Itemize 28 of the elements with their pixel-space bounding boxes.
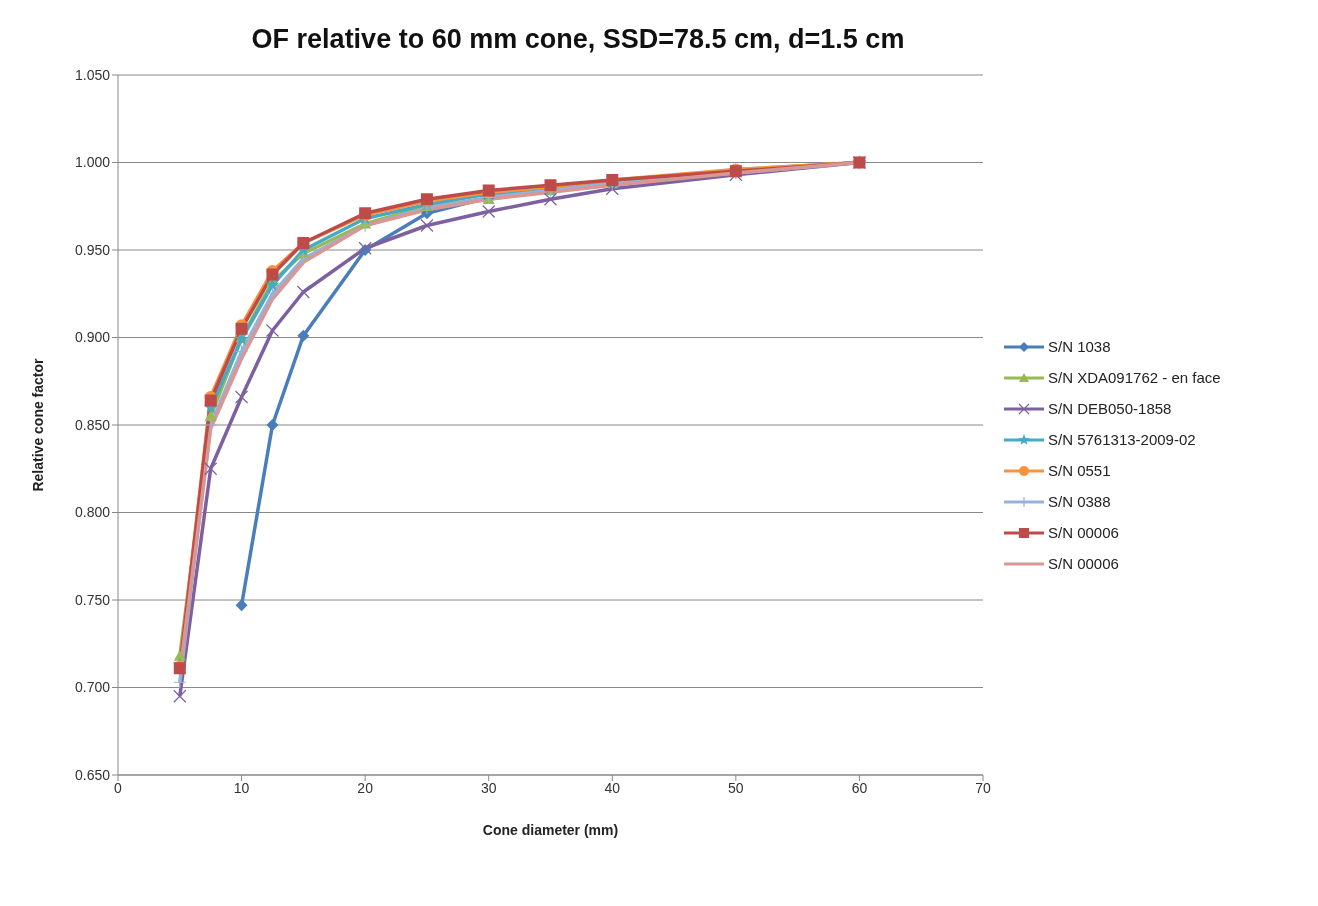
y-tick-label: 0.850 [74,416,111,433]
legend-label: S/N DEB050-1858 [1048,400,1172,417]
y-tick-label: 0.950 [74,241,111,258]
legend-label: S/N 00006 [1048,524,1119,541]
y-tick-label: 1.000 [74,154,111,171]
x-tick-label: 10 [233,779,250,796]
y-tick-label: 1.050 [74,66,111,83]
y-tick-label: 0.800 [74,504,111,521]
x-tick-label: 60 [851,779,868,796]
y-tick-label: 0.650 [74,766,111,783]
x-tick-label: 30 [480,779,497,796]
y-tick-label: 0.700 [74,679,111,696]
legend-label: S/N 0551 [1048,462,1111,479]
chart-title: OF relative to 60 mm cone, SSD=78.5 cm, d=1.5 cm [250,23,906,55]
legend-label: S/N 5761313-2009-02 [1048,431,1196,448]
x-tick-label: 50 [728,779,744,796]
y-axis-title: Relative cone factor [29,357,46,492]
x-tick-label: 70 [975,779,991,796]
legend-label: S/N 0388 [1048,493,1111,510]
legend-label: S/N XDA091762 - en face [1048,369,1221,386]
y-tick-label: 0.900 [74,329,111,346]
x-tick-label: 0 [114,779,123,796]
x-axis-title: Cone diameter (mm) [482,822,619,838]
y-tick-label: 0.750 [74,591,111,608]
legend-label: S/N 1038 [1048,338,1111,355]
x-tick-label: 40 [604,779,621,796]
x-tick-label: 20 [357,779,374,796]
legend-label: S/N 00006 [1048,555,1119,572]
